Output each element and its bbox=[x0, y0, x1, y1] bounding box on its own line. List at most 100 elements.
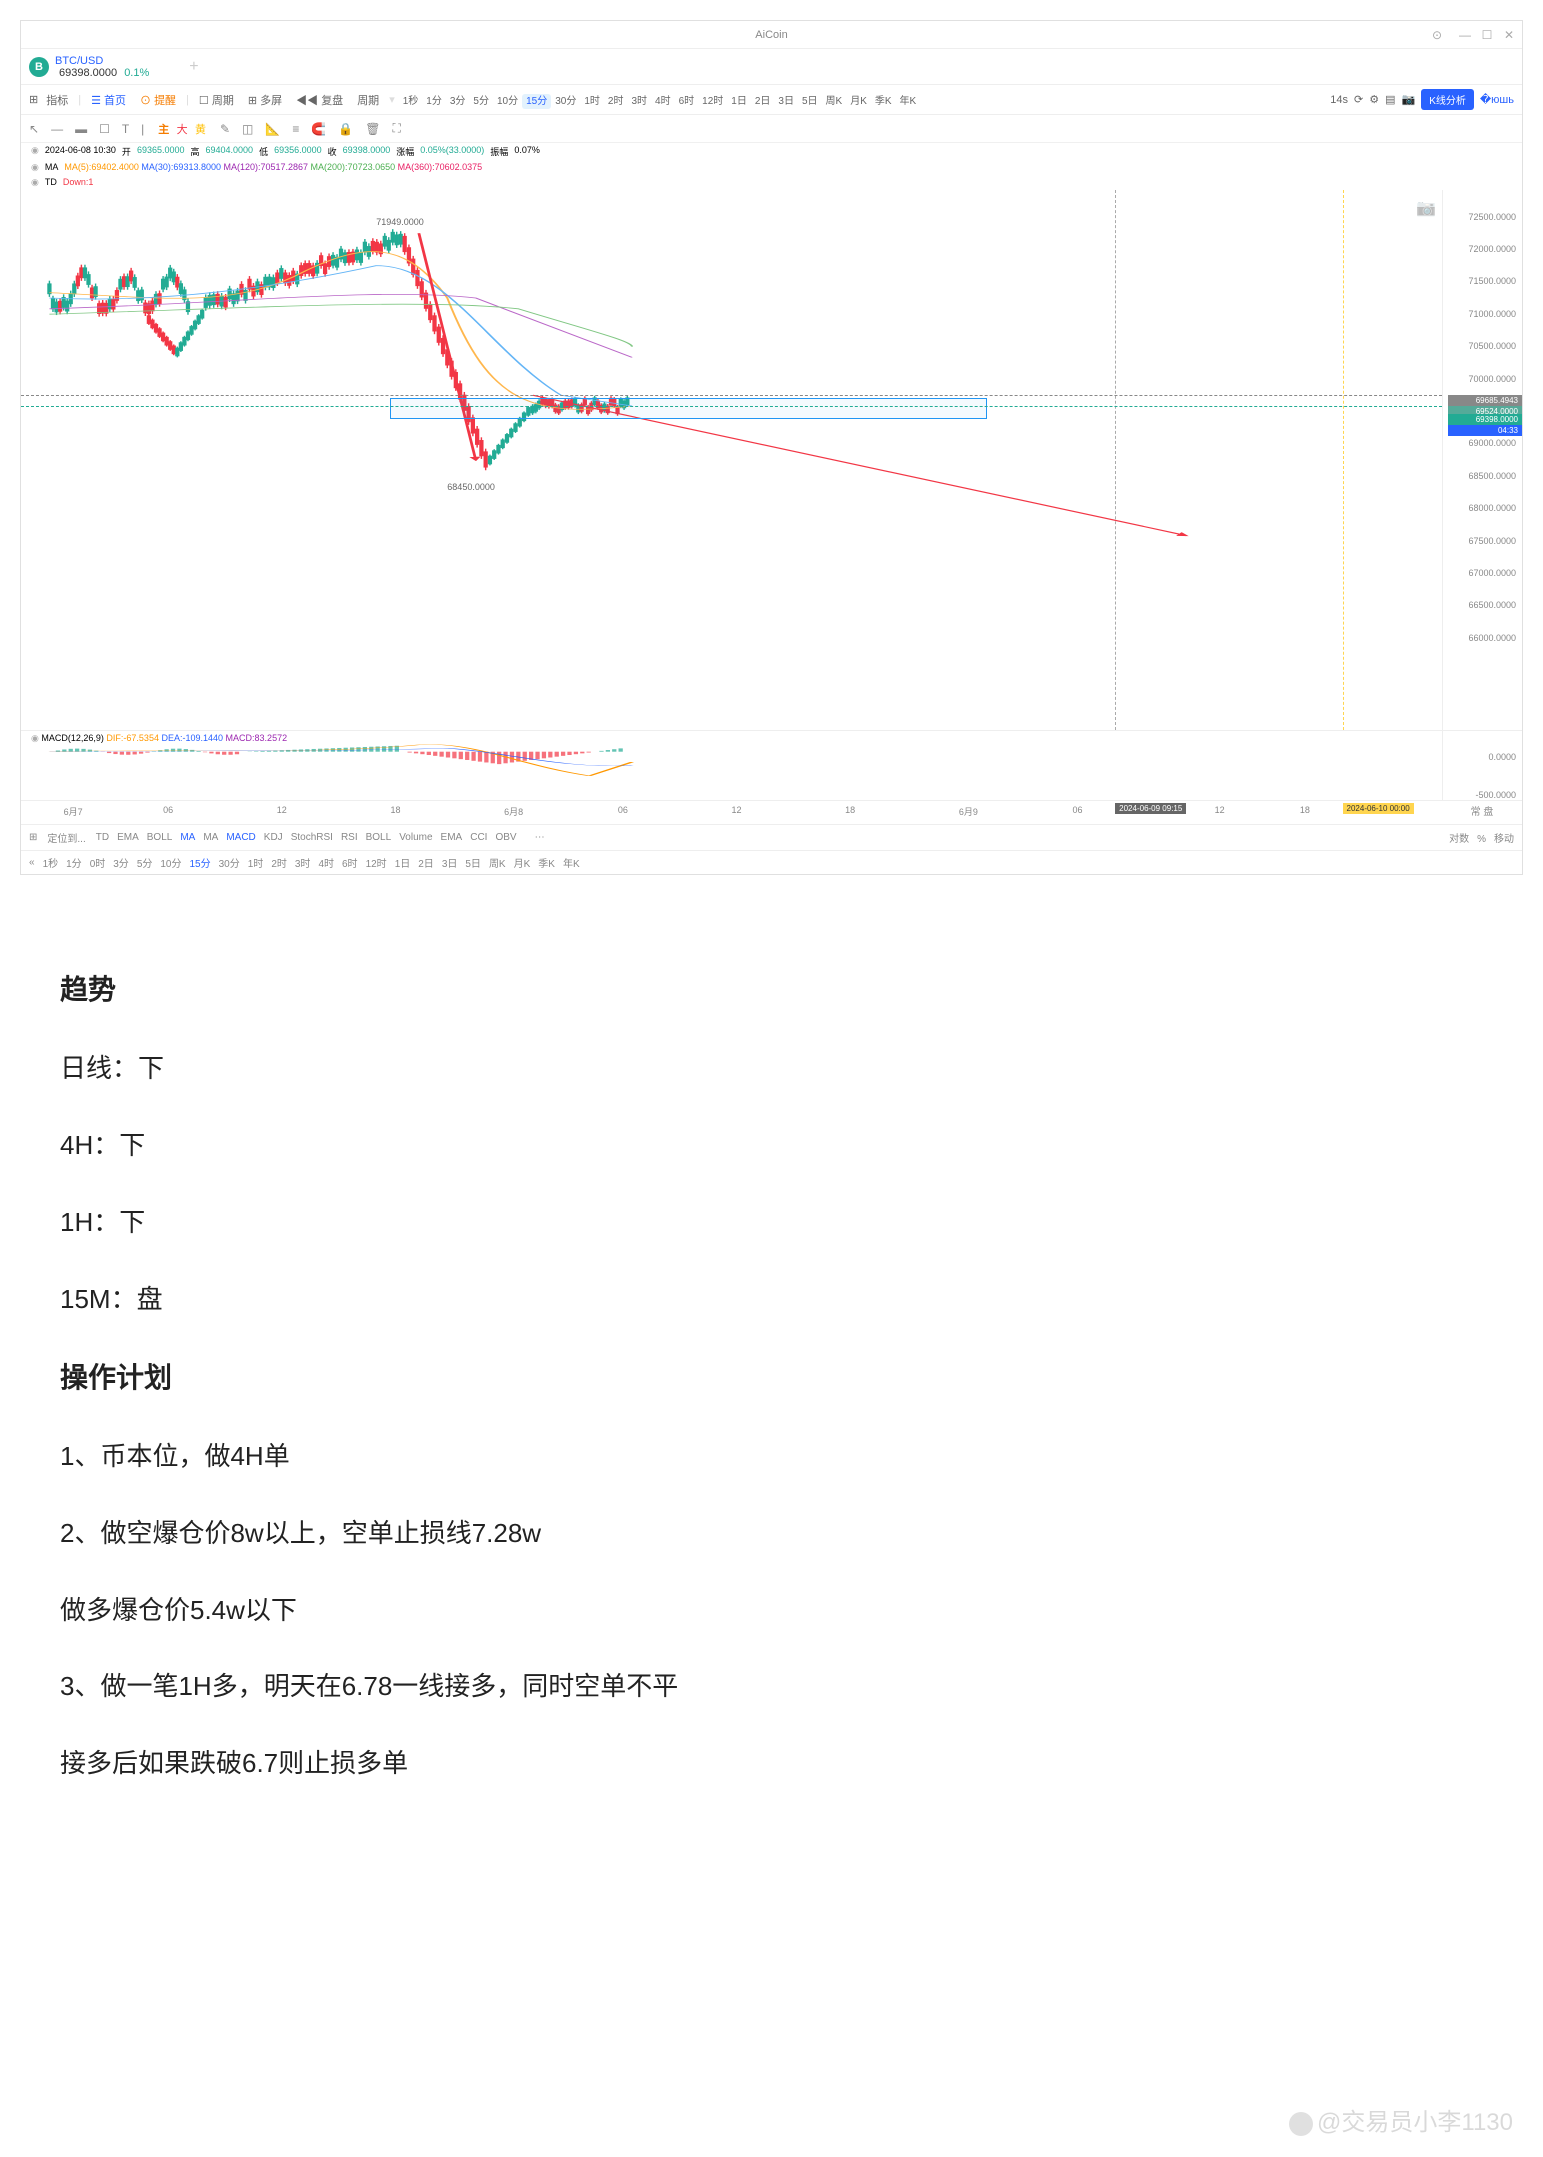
eye-icon[interactable]: ◉ bbox=[31, 177, 39, 188]
indicator-EMA[interactable]: EMA bbox=[441, 832, 463, 843]
indicator-KDJ[interactable]: KDJ bbox=[264, 832, 283, 843]
time-axis[interactable]: 6月70612186月80612186月90612182024-06-09 09… bbox=[21, 800, 1522, 824]
timeframe-2时[interactable]: 2时 bbox=[604, 94, 628, 109]
more-icon[interactable]: ⋯ bbox=[535, 832, 545, 843]
close-icon[interactable]: ✕ bbox=[1502, 28, 1516, 42]
grid-icon[interactable]: ⊞ bbox=[29, 832, 37, 843]
bottom-tf-5分[interactable]: 5分 bbox=[137, 855, 153, 870]
bottom-tf-周K[interactable]: 周K bbox=[489, 855, 506, 870]
timeframe-季K[interactable]: 季K bbox=[871, 94, 896, 109]
bottom-tf-1日[interactable]: 1日 bbox=[395, 855, 411, 870]
timeframe-12时[interactable]: 12时 bbox=[698, 94, 727, 109]
grid-icon[interactable]: ⊞ bbox=[29, 93, 38, 106]
screenshot-icon[interactable]: 📷 bbox=[1416, 198, 1434, 216]
ind-right-%[interactable]: % bbox=[1477, 834, 1486, 845]
bottom-tf-15分[interactable]: 15分 bbox=[190, 855, 211, 870]
bottom-tf-2时[interactable]: 2时 bbox=[271, 855, 287, 870]
bottom-tf-0时[interactable]: 0时 bbox=[90, 855, 106, 870]
minimize-icon[interactable]: — bbox=[1458, 28, 1472, 42]
indicator-MACD[interactable]: MACD bbox=[226, 832, 255, 843]
ruler-icon[interactable]: 📐 bbox=[265, 122, 280, 136]
bottom-tf-3日[interactable]: 3日 bbox=[442, 855, 458, 870]
replay-button[interactable]: ◀◀ 复盘 bbox=[290, 90, 349, 110]
chart-canvas[interactable]: 71949.0000 68450.0000 📷 bbox=[21, 190, 1442, 730]
timeframe-1日[interactable]: 1日 bbox=[727, 94, 751, 109]
bottom-tf-年K[interactable]: 年K bbox=[563, 855, 580, 870]
expand-icon[interactable]: ⛶ bbox=[393, 121, 401, 136]
axis-mode[interactable]: 常 盘 bbox=[1442, 801, 1522, 824]
indicator-BOLL[interactable]: BOLL bbox=[366, 832, 392, 843]
indicator-CCI[interactable]: CCI bbox=[470, 832, 487, 843]
eraser-icon[interactable]: ◫ bbox=[242, 122, 253, 136]
timeframe-10分[interactable]: 10分 bbox=[493, 94, 522, 109]
bottom-tf-3分[interactable]: 3分 bbox=[113, 855, 129, 870]
trash-icon[interactable]: 🗑 bbox=[365, 122, 380, 136]
timeframe-1分[interactable]: 1分 bbox=[422, 94, 446, 109]
bottom-tf-2日[interactable]: 2日 bbox=[418, 855, 434, 870]
bottom-tf-5日[interactable]: 5日 bbox=[465, 855, 481, 870]
bottom-tf-1分[interactable]: 1分 bbox=[66, 855, 82, 870]
size-selector[interactable]: 主 大 黄 bbox=[156, 121, 208, 137]
bottom-tf-1时[interactable]: 1时 bbox=[248, 855, 264, 870]
timeframe-5分[interactable]: 5分 bbox=[469, 94, 493, 109]
bottom-tf-6时[interactable]: 6时 bbox=[342, 855, 358, 870]
share-icon[interactable]: �юшь bbox=[1480, 93, 1514, 106]
settings-icon[interactable]: ⚙ bbox=[1369, 93, 1379, 106]
timeframe-6时[interactable]: 6时 bbox=[675, 94, 699, 109]
alert-button[interactable]: ⊙ 提醒 bbox=[134, 90, 182, 110]
timeframe-1时[interactable]: 1时 bbox=[580, 94, 604, 109]
brush-icon[interactable]: ✎ bbox=[220, 122, 230, 136]
rect-icon[interactable]: ☐ bbox=[99, 122, 110, 136]
symbol-tab[interactable]: BTC/USD 69398.0000 0.1% bbox=[55, 55, 149, 79]
price-chart[interactable]: 71949.0000 68450.0000 📷 72500.000072000.… bbox=[21, 190, 1522, 730]
bottom-tf-季K[interactable]: 季K bbox=[538, 855, 555, 870]
timeframe-3分[interactable]: 3分 bbox=[446, 94, 470, 109]
ind-right-对数[interactable]: 对数 bbox=[1449, 834, 1469, 845]
y-axis[interactable]: 72500.000072000.000071500.000071000.0000… bbox=[1442, 190, 1522, 730]
indicator-Volume[interactable]: Volume bbox=[399, 832, 432, 843]
eye-icon[interactable]: ◉ bbox=[31, 145, 39, 158]
magnet-icon[interactable]: 🧲 bbox=[311, 122, 326, 136]
cursor-icon[interactable]: ↖ bbox=[29, 122, 39, 136]
add-tab-button[interactable]: + bbox=[189, 58, 198, 76]
filter-icon[interactable]: ▤ bbox=[1385, 93, 1395, 106]
indicator-StochRSI[interactable]: StochRSI bbox=[291, 832, 333, 843]
search-icon[interactable]: ⊙ bbox=[1432, 28, 1442, 42]
dashboard-button[interactable]: ☰ 首页 bbox=[85, 90, 132, 110]
indicator-button[interactable]: 指标 bbox=[40, 90, 74, 110]
maximize-icon[interactable]: ☐ bbox=[1480, 28, 1494, 42]
indicator-BOLL[interactable]: BOLL bbox=[147, 832, 173, 843]
bottom-tf-10分[interactable]: 10分 bbox=[160, 855, 181, 870]
indicator-EMA[interactable]: EMA bbox=[117, 832, 139, 843]
macd-panel[interactable]: ◉ MACD(12,26,9) DIF:-67.5354 DEA:-109.14… bbox=[21, 730, 1522, 800]
timeframe-3时[interactable]: 3时 bbox=[627, 94, 651, 109]
text-icon[interactable]: T bbox=[122, 122, 129, 136]
line-icon[interactable]: — bbox=[51, 122, 63, 136]
bottom-tf-月K[interactable]: 月K bbox=[514, 855, 531, 870]
kline-analysis-button[interactable]: K线分析 bbox=[1421, 89, 1474, 110]
fib-icon[interactable]: ≡ bbox=[292, 122, 299, 136]
timeframe-周K[interactable]: 周K bbox=[822, 94, 847, 109]
cycle-button[interactable]: ☐ 周期 bbox=[193, 90, 240, 110]
multi-button[interactable]: ⊞ 多屏 bbox=[242, 90, 288, 110]
timeframe-4时[interactable]: 4时 bbox=[651, 94, 675, 109]
camera-icon[interactable]: 📷 bbox=[1402, 93, 1416, 106]
timeframe-3日[interactable]: 3日 bbox=[774, 94, 798, 109]
highlight-rectangle[interactable] bbox=[390, 398, 987, 420]
timeframe-15分[interactable]: 15分 bbox=[522, 94, 551, 109]
chevron-icon[interactable]: « bbox=[29, 857, 35, 868]
indicator-OBV[interactable]: OBV bbox=[495, 832, 516, 843]
indicator-MA[interactable]: MA bbox=[180, 832, 195, 843]
timeframe-5日[interactable]: 5日 bbox=[798, 94, 822, 109]
lock-icon[interactable]: 🔒 bbox=[338, 122, 353, 136]
timeframe-2日[interactable]: 2日 bbox=[751, 94, 775, 109]
hline-icon[interactable]: ▬ bbox=[75, 122, 87, 136]
indicator-MA[interactable]: MA bbox=[203, 832, 218, 843]
indicator-RSI[interactable]: RSI bbox=[341, 832, 358, 843]
period-button[interactable]: 周期 bbox=[351, 90, 385, 110]
bottom-tf-1秒[interactable]: 1秒 bbox=[43, 855, 59, 870]
bottom-tf-12时[interactable]: 12时 bbox=[366, 855, 387, 870]
bottom-tf-30分[interactable]: 30分 bbox=[219, 855, 240, 870]
ind-right-移动[interactable]: 移动 bbox=[1494, 834, 1514, 845]
bottom-tf-3时[interactable]: 3时 bbox=[295, 855, 311, 870]
